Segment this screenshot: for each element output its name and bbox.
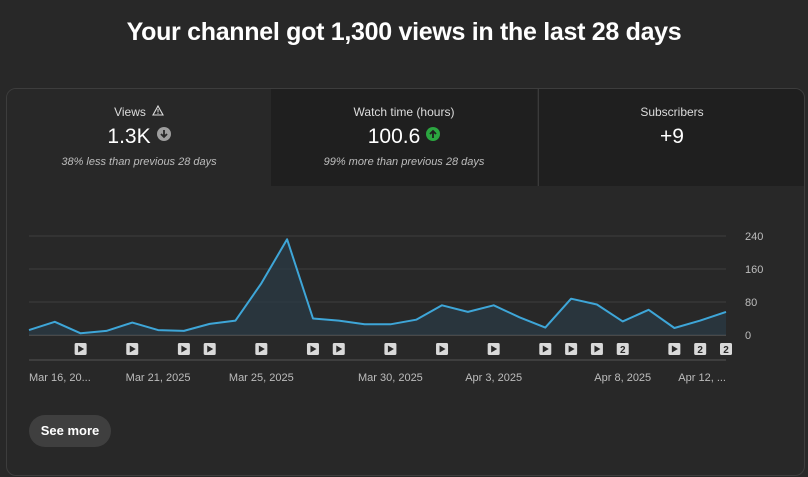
play-icon [336,345,343,353]
data-point[interactable] [438,301,446,309]
data-point[interactable] [51,318,59,326]
video-count-label: 2 [723,345,729,356]
data-point[interactable] [490,301,498,309]
views-area-fill [29,239,726,335]
tab-views-label-row: Views [7,104,271,119]
data-point[interactable] [722,308,730,316]
data-point[interactable] [541,324,549,332]
tab-subscribers-label: Subscribers [640,105,704,119]
trend-down-icon [156,127,171,141]
data-point[interactable] [670,324,678,332]
data-point[interactable] [619,317,627,325]
play-icon [542,345,549,353]
tab-views-value-row: 1.3K [7,125,271,149]
data-point[interactable] [515,313,523,321]
play-icon [568,345,575,353]
data-point[interactable] [309,315,317,323]
data-point[interactable] [412,316,420,324]
x-tick-label: Apr 12, ... [678,372,726,384]
y-tick-label: 80 [745,297,757,309]
x-tick-label: Mar 30, 2025 [358,372,423,384]
data-point[interactable] [645,306,653,314]
data-point[interactable] [464,308,472,316]
data-point[interactable] [696,317,704,325]
analytics-card: Views 1.3K 38% less than previous 28 day… [6,88,805,476]
x-tick-label: Apr 8, 2025 [594,372,651,384]
page-headline: Your channel got 1,300 views in the last… [126,18,682,46]
play-icon [491,345,498,353]
metric-tabs: Views 1.3K 38% less than previous 28 day… [7,89,804,186]
see-more-button[interactable]: See more [29,415,111,447]
tab-watch-time[interactable]: Watch time (hours) 100.6 99% more than p… [271,89,537,186]
tab-views-value: 1.3K [107,125,151,148]
play-icon [387,345,394,353]
data-point[interactable] [283,235,291,243]
y-tick-label: 0 [745,330,751,342]
data-point[interactable] [593,300,601,308]
data-point[interactable] [25,326,33,334]
tab-watch-time-label: Watch time (hours) [353,105,455,119]
y-tick-label: 160 [745,264,763,276]
play-icon [78,345,85,353]
play-icon [439,345,446,353]
data-point[interactable] [361,320,369,328]
tab-subscribers[interactable]: Subscribers +9 [538,89,804,186]
video-group-marker[interactable] [720,343,732,355]
y-tick-label: 240 [745,231,763,243]
video-count-label: 2 [697,345,703,356]
play-icon [310,345,317,353]
data-point[interactable] [77,329,85,337]
trend-up-icon [426,127,441,141]
play-icon [594,345,601,353]
tab-views-label: Views [114,105,146,119]
x-tick-label: Mar 16, 20... [29,372,91,384]
data-point[interactable] [102,327,110,335]
play-icon [181,345,188,353]
data-point[interactable] [206,320,214,328]
video-count-label: 2 [620,345,626,356]
data-point[interactable] [154,326,162,334]
tab-watch-time-value-row: 100.6 [271,125,537,149]
tab-views-note: 38% less than previous 28 days [61,156,217,168]
tab-subscribers-value: +9 [660,125,684,148]
x-tick-label: Apr 3, 2025 [465,372,522,384]
data-point[interactable] [180,327,188,335]
views-chart: 0 80 160 240 2 2 2 Mar 16, 20... Mar 21, 2025 Mar… [25,231,763,384]
video-group-marker[interactable] [616,343,629,355]
play-icon [207,345,214,353]
play-icon [129,345,136,353]
data-point[interactable] [128,319,136,327]
tab-watch-time-note: 99% more than previous 28 days [323,156,485,168]
warning-icon[interactable] [151,104,164,119]
data-point[interactable] [386,320,394,328]
views-series-line [28,238,727,335]
video-group-marker[interactable] [694,343,707,355]
play-icon [671,345,678,353]
data-point[interactable] [335,317,343,325]
tab-views[interactable]: Views 1.3K 38% less than previous 28 day… [7,89,271,186]
x-tick-label: Mar 21, 2025 [126,372,191,384]
play-icon [258,345,265,353]
views-chart-area: 0 80 160 240 2 2 2 Mar 16, 20... Mar 21, 2025 Mar… [7,186,804,386]
x-tick-label: Mar 25, 2025 [229,372,294,384]
data-point[interactable] [257,279,265,287]
tab-watch-time-value: 100.6 [367,125,421,148]
data-point[interactable] [567,295,575,303]
data-point[interactable] [232,317,240,325]
